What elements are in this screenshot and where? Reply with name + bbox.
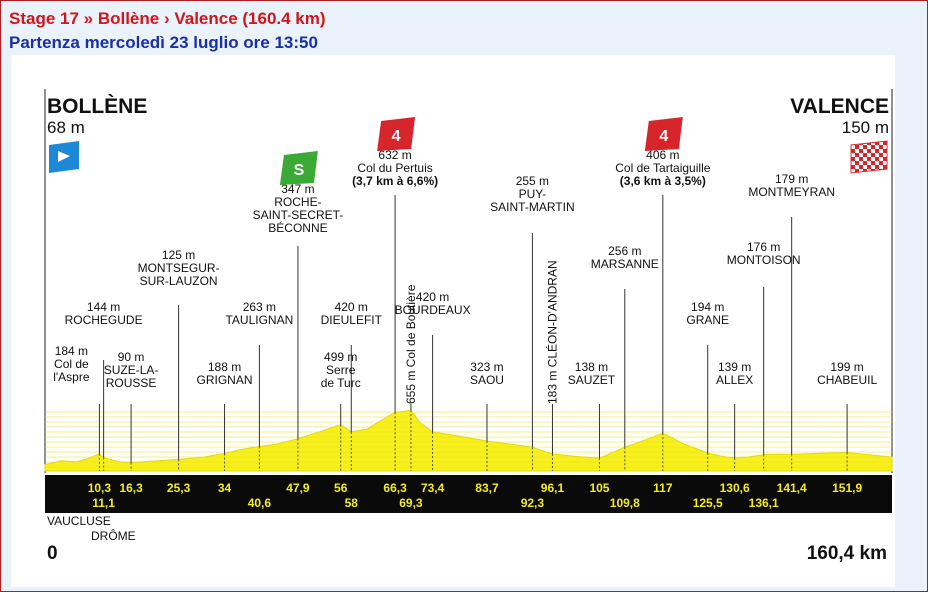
- start-info: Partenza mercoledì 23 luglio ore 13:50: [9, 33, 318, 52]
- km-label: 47,9: [286, 481, 310, 495]
- waypoint-label: GRIGNAN: [197, 373, 253, 387]
- km-band: [45, 475, 892, 513]
- waypoint-label: 632 m: [378, 148, 411, 162]
- waypoint-label: PUY-: [519, 187, 547, 201]
- finish-altitude: 150 m: [842, 118, 889, 137]
- svg-text:4: 4: [659, 128, 668, 145]
- km-label: 73,4: [421, 481, 445, 495]
- start-name: BOLLÈNE: [47, 95, 147, 118]
- km-label: 58: [345, 496, 359, 510]
- waypoint-label: 194 m: [691, 300, 724, 314]
- finish-km: 160,4 km: [807, 543, 887, 564]
- waypoint-label: MONTSEGUR-: [138, 261, 220, 275]
- waypoint-label: TAULIGNAN: [225, 313, 293, 327]
- waypoint-label: ROCHE-: [274, 195, 321, 209]
- waypoint-label: ROUSSE: [106, 376, 157, 390]
- region-vaucluse: VAUCLUSE: [47, 514, 111, 528]
- waypoint-label: 184 m: [55, 344, 88, 358]
- km-label: 34: [218, 481, 232, 495]
- km-label: 125,5: [693, 496, 723, 510]
- waypoint-label: Col de Tartaiguille: [615, 161, 710, 175]
- waypoint-label: SAUZET: [568, 373, 616, 387]
- region-drome: DRÔME: [91, 528, 136, 543]
- km-label: 11,1: [92, 496, 115, 510]
- waypoint-label: BOURDEAUX: [395, 303, 471, 317]
- start-altitude: 68 m: [47, 118, 85, 137]
- waypoint-label: SUZE-LA-: [104, 363, 159, 377]
- svg-text:4: 4: [392, 128, 401, 145]
- waypoint-label: 256 m: [608, 244, 641, 258]
- waypoint-label: 138 m: [575, 360, 608, 374]
- waypoint-label: MARSANNE: [591, 257, 659, 271]
- waypoint-label: SUR-LAUZON: [140, 274, 218, 288]
- waypoint-label: 139 m: [718, 360, 751, 374]
- climb-cat4-badge-icon: 4: [377, 117, 416, 151]
- km-label: 69,3: [399, 496, 423, 510]
- waypoint-label: 125 m: [162, 248, 195, 262]
- svg-text:S: S: [294, 162, 305, 179]
- waypoint-label: Col de: [54, 357, 89, 371]
- km-label: 117: [653, 481, 673, 495]
- finish-flag-icon: [850, 140, 888, 174]
- climb-cat4-badge-icon: 4: [644, 117, 683, 151]
- waypoint-label: 176 m: [747, 240, 780, 254]
- km-label: 10,3: [88, 481, 112, 495]
- waypoint-label: GRANE: [686, 313, 729, 327]
- waypoint-vertical-label: 655 m Col de Boutière: [404, 284, 418, 404]
- km-label: 25,3: [167, 481, 191, 495]
- waypoint-label: de Turc: [321, 376, 361, 390]
- waypoint-label: Serre: [326, 363, 356, 377]
- waypoint-label: ALLEX: [716, 373, 753, 387]
- km-label: 92,3: [521, 496, 545, 510]
- waypoint-label: 347 m: [281, 182, 314, 196]
- waypoint-label: CHABEUIL: [817, 373, 877, 387]
- waypoint-label: MONTMEYRAN: [748, 185, 835, 199]
- waypoint-label: ROCHEGUDE: [65, 313, 143, 327]
- km-label: 56: [334, 481, 348, 495]
- waypoint-label: 323 m: [470, 360, 503, 374]
- waypoint-label: 90 m: [118, 350, 145, 364]
- waypoint-vertical-label: 183 m CLÉON-D'ANDRAN: [544, 260, 559, 404]
- km-label: 66,3: [383, 481, 407, 495]
- sprint-badge-icon: S: [279, 151, 318, 185]
- waypoint-label: 179 m: [775, 172, 808, 186]
- km-label: 83,7: [475, 481, 499, 495]
- km-label: 105: [589, 481, 609, 495]
- km-label: 109,8: [610, 496, 640, 510]
- waypoint-label: 255 m: [516, 174, 549, 188]
- start-km: 0: [47, 543, 58, 564]
- waypoint-label: 263 m: [243, 300, 276, 314]
- km-label: 151,9: [832, 481, 862, 495]
- waypoint-label: BÉCONNE: [268, 220, 327, 235]
- waypoint-label: 199 m: [830, 360, 863, 374]
- waypoint-label: SAINT-MARTIN: [490, 200, 574, 214]
- waypoint-label: MONTOISON: [727, 253, 801, 267]
- waypoint-label: 144 m: [87, 300, 120, 314]
- waypoint-label: 420 m: [335, 300, 368, 314]
- waypoint-label: SAINT-SECRET-: [253, 208, 344, 222]
- km-label: 136,1: [749, 496, 779, 510]
- km-label: 141,4: [777, 481, 807, 495]
- waypoint-label: SAOU: [470, 373, 504, 387]
- start-flag-icon: [49, 141, 79, 173]
- waypoint-label: 499 m: [324, 350, 357, 364]
- waypoint-label: 406 m: [646, 148, 679, 162]
- waypoint-label: DIEULEFIT: [321, 313, 383, 327]
- finish-name: VALENCE: [790, 95, 889, 118]
- km-label: 40,6: [248, 496, 272, 510]
- km-label: 130,6: [720, 481, 750, 495]
- waypoint-label: 420 m: [416, 290, 449, 304]
- waypoint-label: 188 m: [208, 360, 241, 374]
- waypoint-label: l'Aspre: [53, 370, 90, 384]
- waypoint-label: (3,7 km à 6,6%): [352, 174, 438, 188]
- km-label: 96,1: [541, 481, 565, 495]
- stage-title: Stage 17 » Bollène › Valence (160.4 km): [9, 9, 326, 28]
- waypoint-label: Col du Pertuis: [357, 161, 432, 175]
- waypoint-label: (3,6 km à 3,5%): [620, 174, 706, 188]
- profile-panel: BOLLÈNE 68 m VALENCE 150 m 184 m Col de l'…: [11, 55, 895, 587]
- km-label: 16,3: [119, 481, 143, 495]
